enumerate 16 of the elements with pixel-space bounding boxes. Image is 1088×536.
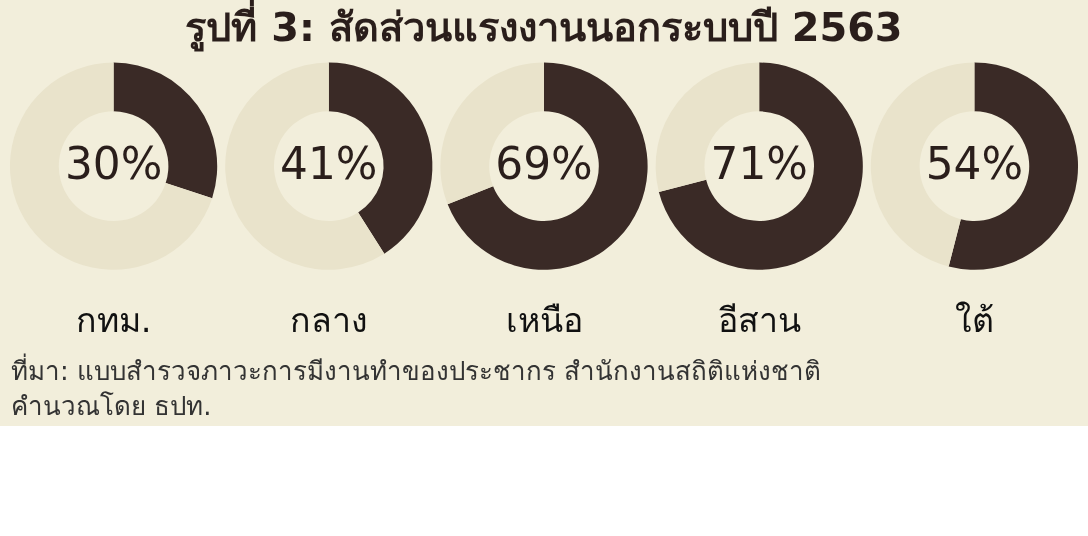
donut-slice [658, 62, 863, 270]
text: เหนือ [505, 300, 583, 340]
donut-slice [447, 62, 648, 270]
donut-slice [9, 62, 213, 270]
text: คำนวณโดย ธปท. [10, 390, 212, 421]
donut-slice [225, 62, 385, 270]
text: ที่มา: แบบสำรวจภาวะการมีงานทำของประชากร สำนักงานสถิติแห่งชาติ [10, 352, 822, 386]
text: ใต้ [954, 300, 994, 340]
data-label: 30% [64, 138, 163, 190]
text: กลาง [289, 300, 368, 340]
text: กทม. [75, 300, 152, 340]
data-label: 41% [280, 138, 378, 190]
data-label: 71% [710, 138, 808, 190]
text: อีสาน [717, 300, 801, 340]
data-label: 54% [925, 138, 1024, 190]
data-label: 69% [495, 138, 593, 190]
